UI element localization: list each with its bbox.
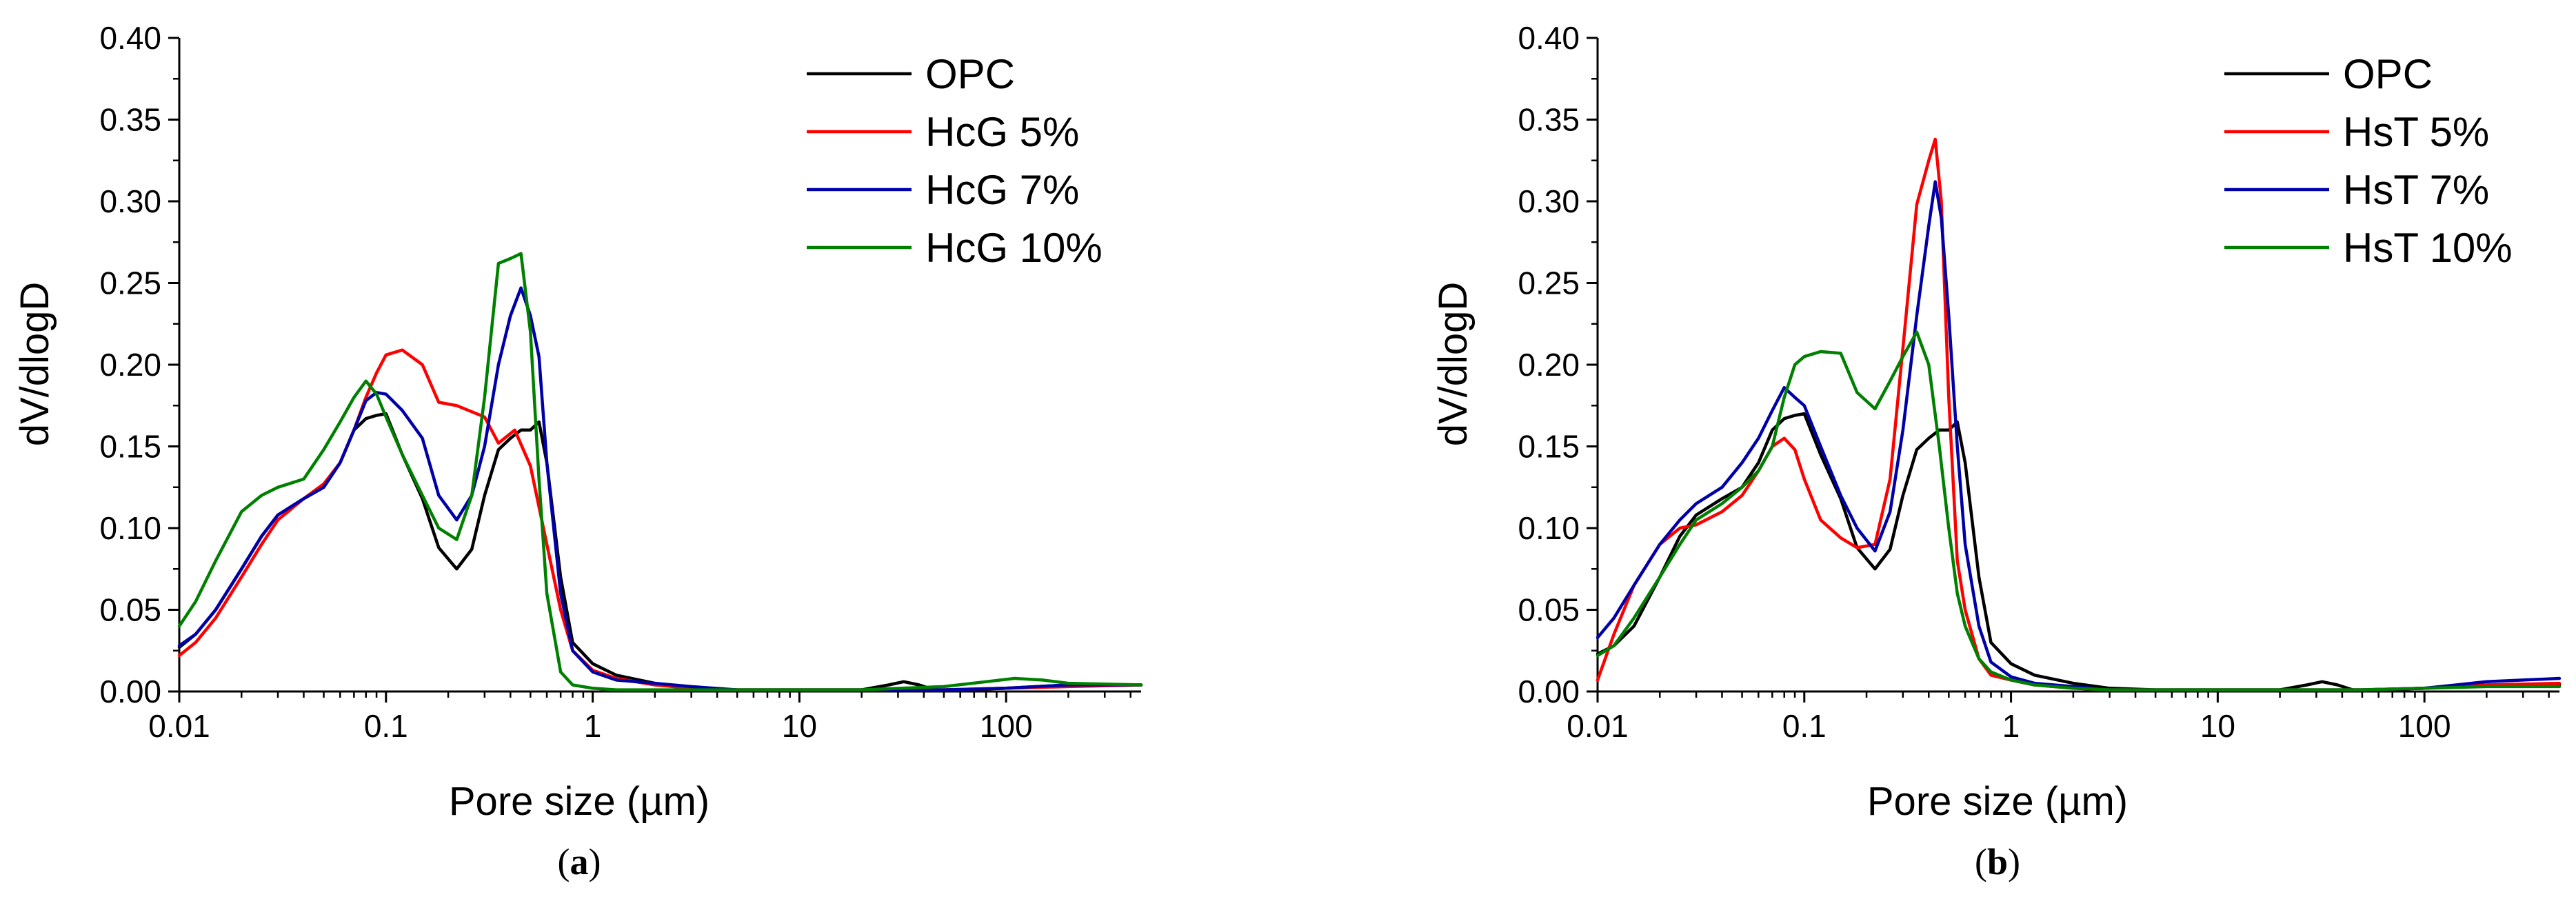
legend-item: HcG 10% [807, 225, 1103, 271]
tick-labels-a: 0.00 0.05 0.10 0.15 0.20 0.25 0.30 0.35 0.40 0.01… [99, 20, 1032, 744]
legend-item: OPC [2224, 51, 2433, 97]
y-tick-label: 0.20 [1518, 347, 1580, 383]
legend-label: HcG 5% [925, 109, 1079, 155]
series-line-hcg-10 [177, 252, 1143, 691]
x-tick-label: 100 [2398, 708, 2451, 744]
y-tick-label: 0.15 [1518, 429, 1580, 465]
chart-panel-b: 0.00 0.05 0.10 0.15 0.20 0.25 0.30 0.35 0.40 0.01… [1431, 20, 2562, 882]
x-tick-label: 1 [584, 708, 602, 744]
y-tick-label: 0.40 [99, 20, 161, 56]
y-tick-label: 0.10 [99, 510, 161, 546]
y-tick-label: 0.00 [1518, 674, 1580, 709]
x-tick-label: 10 [2200, 708, 2235, 744]
y-tick-label: 0.25 [1518, 265, 1580, 301]
panel-label-b-letter: b [1987, 841, 2008, 882]
legend-item: HcG 5% [807, 109, 1079, 155]
panel-label-a-letter: a [570, 841, 589, 882]
y-tick-label: 0.15 [99, 429, 161, 465]
legend-item: HsT 7% [2224, 167, 2489, 213]
legend-item: HcG 7% [807, 167, 1079, 213]
legend-item: HsT 5% [2224, 109, 2489, 155]
legend-item: OPC [807, 51, 1015, 97]
legend-item: HsT 10% [2224, 225, 2513, 271]
y-tick-label: 0.30 [1518, 183, 1580, 219]
y-axis-title: dV/dlogD [1431, 282, 1476, 447]
x-tick-label: 0.1 [1782, 708, 1827, 744]
y-tick-label: 0.40 [1518, 20, 1580, 56]
tick-labels-b: 0.00 0.05 0.10 0.15 0.20 0.25 0.30 0.35 0.40 0.01… [1518, 20, 2451, 744]
y-tick-label: 0.00 [99, 674, 161, 709]
x-axis-title: Pore size (µm) [1867, 779, 2128, 824]
legend-b: OPC HsT 5% HsT 7% HsT 10% [2224, 51, 2513, 271]
y-tick-label: 0.05 [1518, 592, 1580, 628]
legend-label: OPC [925, 51, 1015, 97]
x-tick-label: 100 [980, 708, 1033, 744]
chart-panel-a: 0.00 0.05 0.10 0.15 0.20 0.25 0.30 0.35 0.40 0.01… [12, 20, 1143, 882]
y-tick-label: 0.10 [1518, 510, 1580, 546]
panel-label-a: (a) [558, 841, 601, 882]
y-tick-label: 0.20 [99, 347, 161, 383]
axes-b [1587, 37, 2559, 703]
y-tick-label: 0.30 [99, 183, 161, 219]
x-tick-label: 0.01 [1567, 708, 1629, 744]
x-tick-label: 10 [782, 708, 817, 744]
legend-a: OPC HcG 5% HcG 7% HcG 10% [807, 51, 1103, 271]
x-axis-title: Pore size (µm) [449, 779, 710, 824]
legend-label: OPC [2343, 51, 2433, 97]
x-tick-label: 1 [2002, 708, 2020, 744]
y-tick-label: 0.35 [99, 102, 161, 138]
y-tick-label: 0.25 [99, 265, 161, 301]
legend-label: HcG 10% [925, 225, 1103, 271]
x-tick-label: 0.1 [364, 708, 408, 744]
legend-label: HsT 10% [2343, 225, 2513, 271]
legend-label: HsT 7% [2343, 167, 2489, 213]
series-line-hst-10 [1596, 330, 2562, 691]
panel-label-b: (b) [1975, 841, 2020, 882]
y-axis-title: dV/dlogD [12, 282, 57, 447]
y-tick-label: 0.05 [99, 592, 161, 628]
legend-label: HsT 5% [2343, 109, 2489, 155]
x-tick-label: 0.01 [148, 708, 210, 744]
legend-label: HcG 7% [925, 167, 1079, 213]
axes-a [168, 37, 1141, 703]
series-layer-b [1596, 137, 2562, 691]
y-tick-label: 0.35 [1518, 102, 1580, 138]
series-layer-a [177, 252, 1143, 691]
